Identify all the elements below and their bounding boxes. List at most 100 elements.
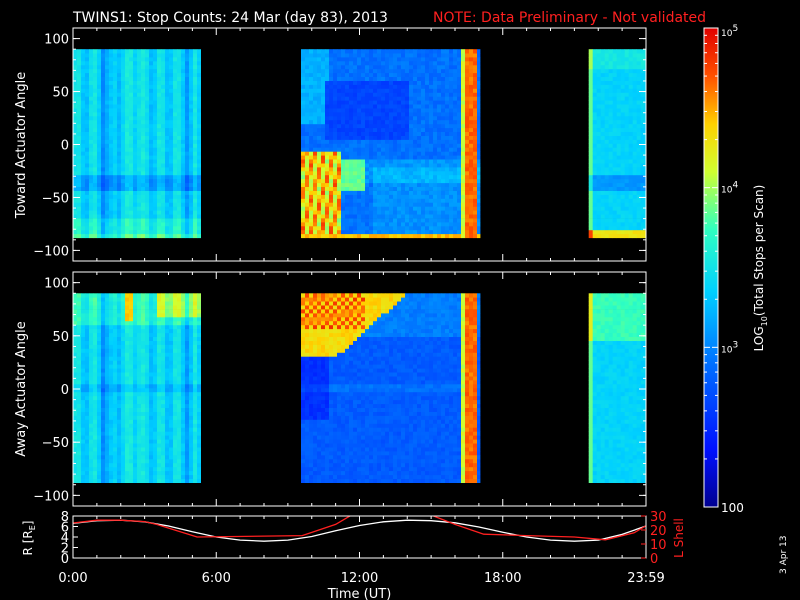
heatmap-cell (473, 139, 478, 144)
heatmap-cell (309, 108, 314, 113)
heatmap-cell (612, 194, 617, 199)
heatmap-cell (113, 190, 118, 195)
heatmap-cell (97, 131, 102, 136)
heatmap-cell (640, 186, 645, 191)
heatmap-cell (109, 131, 114, 136)
heatmap-cell (600, 139, 605, 144)
heatmap-cell (81, 225, 86, 231)
heatmap-cell (393, 57, 398, 62)
heatmap-cell (620, 80, 625, 85)
heatmap-cell (453, 80, 458, 85)
heatmap-cell (157, 100, 162, 105)
heatmap-cell (604, 147, 609, 152)
heatmap-cell (113, 64, 118, 70)
heatmap-cell (608, 53, 613, 58)
heatmap-cell (445, 202, 450, 207)
heatmap-cell (636, 190, 641, 195)
heatmap-cell (640, 155, 645, 160)
heatmap-cell (373, 159, 378, 164)
heatmap-cell (141, 186, 146, 191)
heatmap-cell (409, 163, 414, 168)
heatmap-cell (193, 108, 198, 113)
heatmap-cell (636, 68, 641, 74)
heatmap-cell (592, 115, 597, 121)
heatmap-cell (309, 68, 314, 74)
heatmap-cell (181, 112, 186, 117)
heatmap-cell (101, 478, 106, 483)
heatmap-cell (101, 447, 106, 452)
heatmap-cell (608, 84, 613, 89)
heatmap-cell (349, 233, 354, 239)
heatmap-cell (313, 233, 318, 239)
heatmap-cell (97, 100, 102, 105)
heatmap-cell (465, 229, 470, 235)
heatmap-cell (373, 84, 378, 89)
heatmap-cell (177, 186, 182, 191)
heatmap-cell (73, 214, 78, 219)
heatmap-cell (461, 178, 466, 184)
heatmap-cell (473, 163, 478, 168)
heatmap-cell (604, 131, 609, 136)
heatmap-cell (313, 167, 318, 172)
heatmap-cell (337, 178, 342, 184)
heatmap-cell (89, 407, 94, 412)
heatmap-cell (85, 147, 90, 152)
heatmap-cell (113, 218, 118, 223)
heatmap-cell (397, 68, 402, 74)
heatmap-cell (413, 225, 418, 231)
heatmap-cell (97, 328, 102, 334)
heatmap-cell (624, 104, 629, 109)
heatmap-cell (469, 64, 474, 70)
heatmap-cell (628, 80, 633, 85)
heatmap-cell (620, 119, 625, 125)
heatmap-cell (313, 108, 318, 113)
heatmap-cell (109, 92, 114, 97)
heatmap-cell (377, 115, 382, 121)
heatmap-cell (433, 61, 438, 66)
heatmap-cell (457, 61, 462, 66)
heatmap-cell (381, 174, 386, 180)
heatmap-cell (105, 455, 110, 460)
heatmap-cell (624, 92, 629, 97)
heatmap-cell (457, 123, 462, 129)
heatmap-cell (153, 84, 158, 89)
heatmap-cell (409, 170, 414, 176)
heatmap-cell (381, 182, 386, 187)
heatmap-cell (385, 225, 390, 231)
heatmap-cell (173, 68, 178, 74)
heatmap-cell (77, 225, 82, 231)
heatmap-cell (101, 104, 106, 109)
heatmap-cell (445, 53, 450, 58)
heatmap-cell (73, 336, 78, 341)
heatmap-cell (305, 225, 310, 231)
heatmap-cell (141, 139, 146, 144)
heatmap-cell (329, 155, 334, 160)
heatmap-cell (85, 233, 90, 239)
heatmap-cell (89, 190, 94, 195)
heatmap-cell (305, 96, 310, 101)
heatmap-cell (588, 143, 593, 148)
heatmap-cell (313, 178, 318, 184)
heatmap-cell (365, 80, 370, 85)
heatmap-cell (337, 218, 342, 223)
heatmap-cell (181, 72, 186, 77)
heatmap-cell (329, 131, 334, 136)
heatmap-cell (325, 233, 330, 239)
heatmap-cell (117, 68, 122, 74)
heatmap-cell (73, 419, 78, 424)
heatmap-cell (636, 127, 641, 132)
heatmap-cell (600, 202, 605, 207)
heatmap-cell (73, 135, 78, 140)
heatmap-cell (365, 233, 370, 239)
heatmap-cell (121, 210, 126, 215)
heatmap-cell (437, 198, 442, 203)
heatmap-cell (604, 225, 609, 231)
heatmap-cell (77, 395, 82, 401)
heatmap-cell (345, 108, 350, 113)
heatmap-cell (429, 143, 434, 148)
heatmap-cell (457, 202, 462, 207)
heatmap-cell (612, 127, 617, 132)
heatmap-cell (433, 202, 438, 207)
heatmap-cell (197, 214, 201, 219)
heatmap-cell (373, 202, 378, 207)
